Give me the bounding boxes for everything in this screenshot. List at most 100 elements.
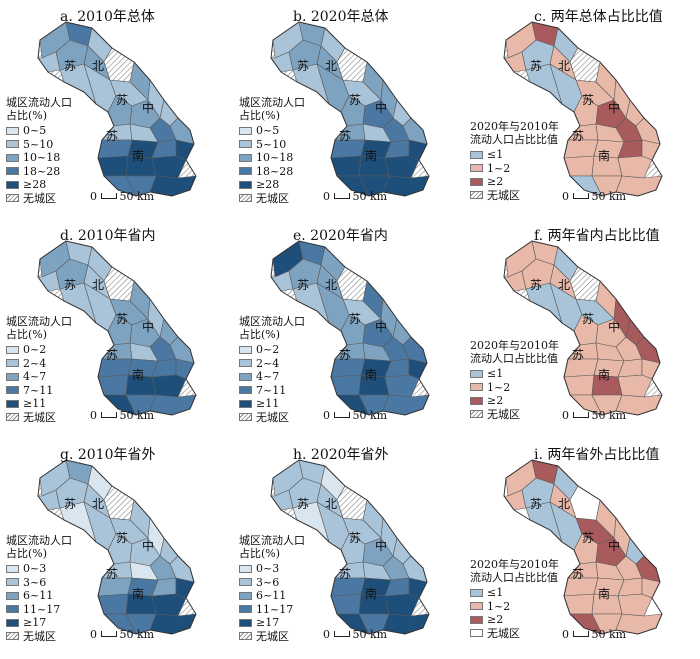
legend-item: ≥2 [470,394,559,408]
scale-label: 50 km [591,628,627,641]
map-region-label: 南 [598,148,610,163]
scale-label: 50 km [119,190,155,203]
legend-swatch-nodata [6,632,19,641]
scale-bar: 0 50 km [562,628,626,641]
scale-bar: 0 50 km [323,409,387,422]
legend-swatch [239,386,252,395]
scale-label: 50 km [591,190,627,203]
legend-swatch [239,578,252,587]
legend-label-nodata: 无城区 [23,410,56,424]
legend: 城区流动人口 占比(%) 0~3 3~6 6~11 11~17 ≥17 无城区 [6,534,72,643]
legend-label: ≥11 [256,397,280,411]
map-region-label: 苏 [116,531,128,545]
map-region-label: 北 [325,497,337,511]
region-s-7 [384,374,420,398]
map-region-label: 北 [325,59,337,73]
region-n-3 [503,51,527,73]
map-region-label: 苏 [339,129,351,143]
legend-swatch [470,383,483,392]
legend-label-nodata: 无城区 [23,629,56,643]
legend-item: 0~5 [6,124,72,138]
legend-label: 3~6 [256,575,280,589]
legend-item: 1~2 [470,600,559,614]
legend-swatch [239,345,252,354]
map-region-label: 苏 [297,278,309,292]
legend-item: ≥28 [6,178,72,192]
legend-title: 2020年与2010年 流动人口占比比值 [470,339,559,365]
legend-swatch [239,126,252,135]
map-region-label: 苏 [582,93,594,107]
map-region-label: 北 [558,497,570,511]
map-c: 苏北苏中苏南 [503,21,663,197]
scale-bar-line [572,631,589,637]
scale-bar: 0 50 km [90,190,154,203]
scale-label: 50 km [352,190,388,203]
map-region-label: 苏 [339,567,351,581]
panel-title: c. 两年总体占比比值 [534,9,663,25]
map-region-label: 南 [598,586,610,601]
legend-label: 7~11 [256,383,287,397]
legend-item: 5~10 [239,138,305,152]
legend-item: ≤1 [470,367,559,381]
legend-item: 10~18 [6,151,72,165]
legend-item-nodata: 无城区 [6,192,72,206]
region-s-7 [384,155,420,179]
legend-item: 0~5 [239,124,305,138]
scale-bar-line [333,193,350,199]
legend-label-nodata: 无城区 [23,191,56,205]
map-d: 苏北苏中苏南 [37,240,197,416]
map-region-label: 中 [608,319,620,334]
legend-label: 18~28 [256,164,294,178]
legend-swatch [6,359,19,368]
legend: 城区流动人口 占比(%) 0~5 5~10 10~18 18~28 ≥28 无城区 [239,96,305,205]
map-region-label: 南 [598,367,610,382]
scale-bar-line [333,631,350,637]
map-region-label: 苏 [116,93,128,107]
legend-label: 0~3 [23,562,47,576]
scale-bar-line [333,412,350,418]
map-g: 苏北苏中苏南 [37,459,197,635]
scale-zero: 0 [562,190,569,203]
legend-swatch-nodata [239,413,252,422]
legend-title: 2020年与2010年 流动人口占比比值 [470,120,559,146]
map-region-label: 苏 [64,59,76,73]
legend-label: 0~3 [256,562,280,576]
legend-label: 6~11 [256,589,287,603]
region-n-3 [37,489,61,511]
panel-title: h. 2020年省外 [293,447,389,463]
legend-label: 0~2 [23,343,47,357]
map-region-label: 中 [608,538,620,553]
legend-item: 4~7 [6,370,72,384]
legend-item: ≥2 [470,175,559,189]
legend-swatch [239,605,252,614]
legend-label-nodata: 无城区 [487,407,520,421]
map-region-label: 苏 [530,59,542,73]
legend-label: 1~2 [487,161,511,175]
legend-label-nodata: 无城区 [256,410,289,424]
map-region-label: 苏 [530,497,542,511]
legend-item-nodata: 无城区 [470,408,559,422]
legend-item: 0~3 [6,562,72,576]
legend-label: 1~2 [487,599,511,613]
legend-label: 2~4 [256,356,280,370]
legend-item: 5~10 [6,138,72,152]
map-e: 苏北苏中苏南 [270,240,430,416]
map-panel-e: 苏北苏中苏南 e. 2020年省内 城区流动人口 占比(%) 0~2 2~4 4~7 7~11… [233,219,466,438]
legend-swatch [239,167,252,176]
scale-label: 50 km [119,628,155,641]
region-n-3 [270,51,294,73]
map-panel-c: 苏北苏中苏南 c. 两年总体占比比值 2020年与2010年 流动人口占比比值 ≤1 1~… [466,0,699,219]
legend-swatch [239,153,252,162]
legend-label: ≥17 [23,616,47,630]
legend-label: 0~5 [256,124,280,138]
legend-swatch [470,588,483,597]
legend-swatch [239,591,252,600]
legend-swatch [470,177,483,186]
legend-item: 7~11 [6,384,72,398]
map-b: 苏北苏中苏南 [270,21,430,197]
scale-bar: 0 50 km [562,409,626,422]
legend-swatch [239,359,252,368]
scale-bar-line [100,193,117,199]
scale-zero: 0 [562,409,569,422]
legend-label: 11~17 [256,602,294,616]
